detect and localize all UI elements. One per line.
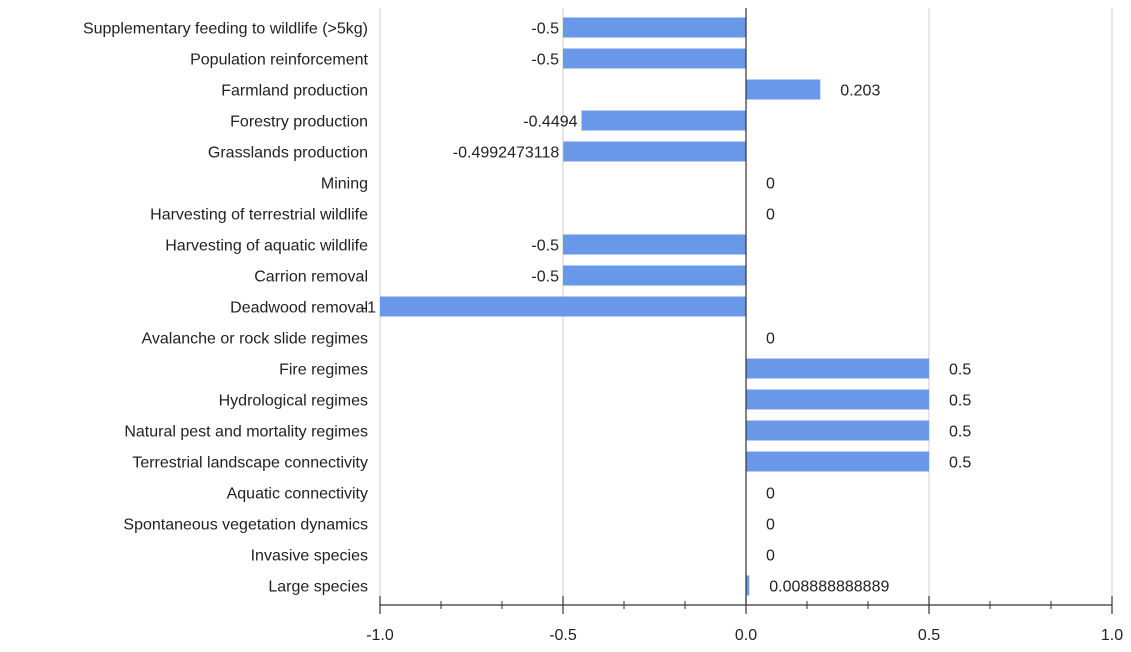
category-label: Large species <box>268 579 368 596</box>
category-label: Aquatic connectivity <box>227 486 368 503</box>
data-label: 0 <box>766 517 775 534</box>
data-label: -0.5 <box>531 269 559 286</box>
data-label: 0 <box>766 486 775 503</box>
category-label: Terrestrial landscape connectivity <box>132 455 368 472</box>
bar <box>746 390 929 410</box>
x-tick-label: -1.0 <box>366 627 394 644</box>
data-label: -1 <box>362 300 376 317</box>
bar <box>746 359 929 379</box>
data-label: -0.5 <box>531 21 559 38</box>
category-label: Harvesting of aquatic wildlife <box>165 238 368 255</box>
x-tick-label: 1.0 <box>1101 627 1123 644</box>
bar <box>746 452 929 472</box>
data-label: 0 <box>766 548 775 565</box>
x-tick-label: 0.0 <box>735 627 757 644</box>
bar <box>563 266 746 286</box>
category-label: Farmland production <box>221 83 368 100</box>
data-label: 0.008888888889 <box>769 579 889 596</box>
category-label: Spontaneous vegetation dynamics <box>123 517 368 534</box>
data-label: -0.5 <box>531 52 559 69</box>
bar <box>563 235 746 255</box>
data-label: 0.5 <box>949 362 971 379</box>
bar <box>563 49 746 69</box>
category-label: Harvesting of terrestrial wildlife <box>150 207 368 224</box>
category-label: Grasslands production <box>208 145 368 162</box>
category-label: Deadwood removal <box>230 300 368 317</box>
data-label: 0.5 <box>949 424 971 441</box>
data-label: 0 <box>766 331 775 348</box>
data-label: 0 <box>766 176 775 193</box>
bar <box>380 297 746 317</box>
category-label: Natural pest and mortality regimes <box>124 424 368 441</box>
x-axis: -1.0 -0.5 0.0 0.5 1.0 <box>366 596 1123 644</box>
category-label: Hydrological regimes <box>219 393 368 410</box>
x-tick-label: -0.5 <box>549 627 577 644</box>
x-tick-label: 0.5 <box>918 627 940 644</box>
category-label: Carrion removal <box>254 269 368 286</box>
data-label: 0 <box>766 207 775 224</box>
category-label: Avalanche or rock slide regimes <box>142 331 368 348</box>
bar <box>563 142 746 162</box>
bar <box>563 18 746 38</box>
data-label: -0.4992473118 <box>453 145 560 162</box>
data-label: 0.5 <box>949 393 971 410</box>
category-label: Supplementary feeding to wildlife (>5kg) <box>83 21 368 38</box>
bar <box>746 421 929 441</box>
category-label: Mining <box>321 176 368 193</box>
bars <box>380 18 929 596</box>
bar <box>582 111 746 131</box>
category-label: Forestry production <box>230 114 368 131</box>
category-label: Population reinforcement <box>190 52 368 69</box>
data-label: 0.5 <box>949 455 971 472</box>
category-labels: Supplementary feeding to wildlife (>5kg)… <box>83 21 369 596</box>
data-label: -0.4494 <box>523 114 577 131</box>
data-label: 0.203 <box>840 83 880 100</box>
data-label: -0.5 <box>531 238 559 255</box>
category-label: Fire regimes <box>279 362 368 379</box>
bar <box>746 80 820 100</box>
category-label: Invasive species <box>251 548 368 565</box>
